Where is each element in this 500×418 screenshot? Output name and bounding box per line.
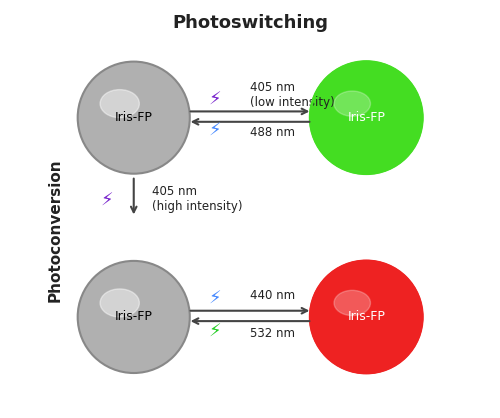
- Circle shape: [310, 261, 422, 373]
- Ellipse shape: [100, 289, 140, 317]
- Text: ⚡: ⚡: [208, 323, 221, 341]
- Text: Photoswitching: Photoswitching: [172, 14, 328, 32]
- Circle shape: [78, 61, 190, 174]
- Text: Iris-FP: Iris-FP: [348, 311, 385, 324]
- Ellipse shape: [334, 291, 370, 316]
- Circle shape: [78, 261, 190, 373]
- Circle shape: [310, 61, 422, 174]
- Text: 440 nm: 440 nm: [250, 289, 295, 302]
- Text: 532 nm: 532 nm: [250, 327, 295, 340]
- Text: ⚡: ⚡: [208, 91, 221, 109]
- Text: 488 nm: 488 nm: [250, 126, 295, 139]
- Text: Iris-FP: Iris-FP: [348, 111, 385, 124]
- Ellipse shape: [100, 89, 140, 117]
- Text: 405 nm
(high intensity): 405 nm (high intensity): [152, 185, 243, 213]
- Text: 405 nm
(low intensity): 405 nm (low intensity): [250, 81, 335, 109]
- Text: Iris-FP: Iris-FP: [115, 311, 152, 324]
- Text: ⚡: ⚡: [208, 290, 221, 308]
- Text: Iris-FP: Iris-FP: [115, 111, 152, 124]
- Text: Photoconversion: Photoconversion: [48, 158, 62, 301]
- Ellipse shape: [334, 91, 370, 116]
- Text: ⚡: ⚡: [208, 122, 221, 140]
- Text: ⚡: ⚡: [100, 192, 113, 210]
